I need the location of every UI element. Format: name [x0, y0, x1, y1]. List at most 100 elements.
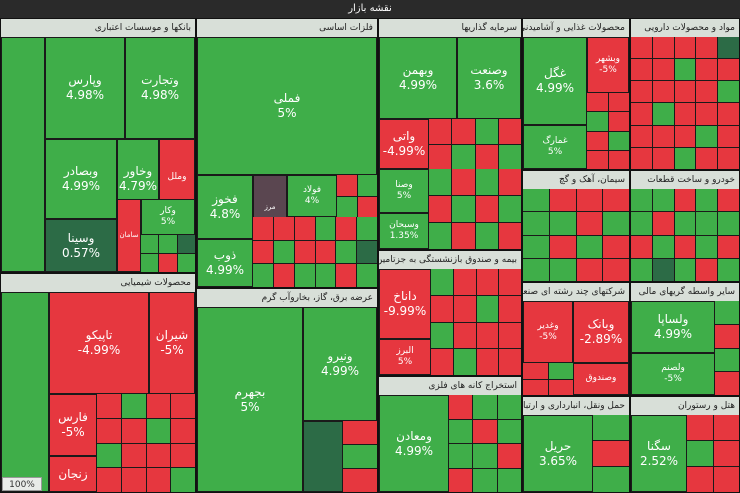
tile-vesanat[interactable]: وصنعت 3.6% [457, 37, 521, 119]
tile-zanjan[interactable]: زنجان [49, 456, 97, 492]
small-tiles-mosaic[interactable] [523, 189, 629, 281]
small-tiles-mosaic[interactable] [631, 189, 739, 281]
tile-vetejarat[interactable]: وتجارت 4.98% [125, 37, 195, 139]
tile-change: 4.99% [205, 263, 245, 277]
tile-vesina2[interactable]: وصنا 5% [379, 169, 429, 213]
sector-title: استخراج کانه های فلزی [379, 377, 521, 395]
small-tiles-mosaic[interactable] [97, 394, 195, 492]
tile-veghadir[interactable]: وغدیر -5% [523, 301, 573, 363]
tile-change: 5% [160, 217, 176, 227]
tile-change: 5% [277, 106, 297, 120]
tile-name: غگل [544, 66, 566, 80]
small-tiles-mosaic[interactable] [687, 415, 739, 492]
sector-mining[interactable]: استخراج کانه های فلزی ومعادن 4.99% [378, 376, 522, 493]
tile-sagna[interactable]: سگنا 2.52% [631, 415, 687, 492]
tile-vebehman[interactable]: وبهمن 4.99% [379, 37, 457, 119]
sector-title: سیمان، آهک و گچ [523, 171, 629, 189]
tile-danakh[interactable]: داناخ -9.99% [379, 269, 431, 339]
tile-change: -5% [61, 425, 85, 439]
small-tiles-mosaic[interactable] [449, 395, 521, 492]
sector-financial[interactable]: سایر واسطه گریهای مالی ولساپا 4.99% ولصن… [630, 282, 740, 396]
sector-insurance[interactable]: بیمه و صندوق بازنشستگی به جزتامین داناخ … [378, 250, 522, 376]
tile-vesbahan[interactable]: وسبحان 1.35% [379, 213, 429, 249]
tile-chem-left[interactable] [1, 292, 49, 492]
tile-name: ومعادن [396, 428, 432, 443]
small-tiles-mosaic[interactable] [631, 37, 739, 169]
small-tiles-mosaic[interactable] [429, 119, 521, 169]
sector-utilities[interactable]: عرضه برق، گاز، بخاروآب گرم بجهرم 5% ونیر… [196, 288, 378, 493]
tile-taipiko[interactable]: تاپیکو -4.99% [49, 292, 149, 394]
tile-ghegol[interactable]: غگل 4.99% [523, 37, 587, 125]
tile-change: 4.99% [653, 327, 693, 341]
tile-util-small[interactable] [303, 421, 343, 492]
small-tiles-mosaic[interactable] [343, 421, 377, 492]
tile-name: وسینا [67, 230, 95, 245]
tile-change: 4.98% [140, 88, 180, 102]
tile-saman[interactable]: سامان [117, 199, 141, 272]
sector-title: سرمایه گذاریها [379, 19, 521, 37]
tile-change: 5% [547, 147, 563, 157]
tile-vesandog[interactable]: وصندوق [573, 363, 629, 395]
tile-change: -5% [160, 343, 184, 357]
tile-change: 3.65% [538, 453, 578, 468]
sector-title: محصولات شیمیایی [1, 274, 195, 292]
tile-change: -4.99% [77, 343, 121, 357]
tile-change: 4.98% [65, 88, 105, 102]
tile-vekar[interactable]: وکار 5% [141, 199, 195, 235]
sector-basic-metals[interactable]: فلزات اساسی فملی 5% فخوز 4.8% مرز فولاد … [196, 18, 378, 288]
tile-fars[interactable]: فارس -5% [49, 394, 97, 456]
sector-pharma[interactable]: مواد و محصولات دارویی [630, 18, 740, 170]
tile-fulad[interactable]: فولاد 4% [287, 175, 337, 217]
small-tiles-mosaic[interactable] [593, 415, 629, 492]
tile-shiran[interactable]: شیران -5% [149, 292, 195, 394]
small-tiles-mosaic[interactable] [715, 301, 739, 395]
sector-transport[interactable]: حمل ونقل، انبارداری و ارتباطات حریل 3.65… [522, 396, 630, 493]
tile-name: وخاور [123, 164, 153, 178]
small-tiles-mosaic[interactable] [587, 93, 629, 169]
tile-vebank[interactable]: وبانک -2.89% [573, 301, 629, 363]
tile-vebsader[interactable]: وبصادر 4.99% [45, 139, 117, 219]
tile-vesina[interactable]: وسینا 0.57% [45, 219, 117, 272]
tile-fakhoz[interactable]: فخوز 4.8% [197, 175, 253, 239]
tile-change: -5% [664, 374, 682, 384]
tile-change: -5% [539, 332, 557, 342]
tile-name: وبهمن [402, 63, 434, 77]
tile-name: شیران [155, 328, 189, 342]
sector-title: شرکتهای چند رشته ای صنعتی [523, 283, 629, 301]
small-tiles-mosaic[interactable] [429, 169, 521, 249]
tile-vebshahr[interactable]: وبشهر -5% [587, 37, 629, 93]
tile-heril[interactable]: حریل 3.65% [523, 415, 593, 492]
tile-velisa[interactable]: ولساپا 4.99% [631, 301, 715, 353]
sector-investments[interactable]: سرمایه گذاریها وبهمن 4.99% وصنعت 3.6% وا… [378, 18, 522, 250]
tile-alborz[interactable]: البرز 5% [379, 339, 431, 375]
sector-hotels[interactable]: هتل و رستوران سگنا 2.52% [630, 396, 740, 493]
sector-food[interactable]: محصولات غذایی و آشامیدنی به غگل 4.99% وب… [522, 18, 630, 170]
tile-bjahrom[interactable]: بجهرم 5% [197, 307, 303, 492]
tile-vemaadan[interactable]: ومعادن 4.99% [379, 395, 449, 492]
sector-chemicals[interactable]: محصولات شیمیایی تاپیکو -4.99% شیران -5% … [0, 273, 196, 493]
sector-banks[interactable]: بانکها و موسسات اعتباری وپارس 4.98% وتجا… [0, 18, 196, 273]
small-tiles-mosaic[interactable] [431, 269, 521, 375]
tile-venirou[interactable]: ونیرو 4.99% [303, 307, 377, 421]
small-tiles-mosaic[interactable] [141, 235, 195, 272]
tile-vepars[interactable]: وپارس 4.98% [45, 37, 125, 139]
sector-multi[interactable]: شرکتهای چند رشته ای صنعتی وبانک -2.89% و… [522, 282, 630, 396]
tile-change: 5% [397, 357, 413, 367]
zoom-level[interactable]: 100% [2, 477, 42, 491]
sector-auto[interactable]: خودرو و ساخت قطعات [630, 170, 740, 282]
tile-vati[interactable]: واتی -4.99% [379, 119, 429, 169]
small-tiles-mosaic[interactable] [337, 175, 377, 217]
sector-title: عرضه برق، گاز، بخاروآب گرم [197, 289, 377, 307]
small-tiles-mosaic[interactable] [523, 363, 573, 395]
tile-name: وصنعت [470, 63, 508, 77]
tile-velmaadan[interactable]: ولصنم -5% [631, 353, 715, 395]
sector-cement[interactable]: سیمان، آهک و گچ [522, 170, 630, 282]
tile-ghemarak[interactable]: غمارگ 5% [523, 125, 587, 169]
tile-name: وتجارت [141, 73, 179, 87]
tile-fameli[interactable]: فملی 5% [197, 37, 377, 175]
tile-bank-left[interactable] [1, 37, 45, 272]
tile-zob[interactable]: ذوب 4.99% [197, 239, 253, 287]
tile-change: -2.89% [579, 332, 623, 346]
small-tiles-mosaic[interactable] [253, 217, 377, 287]
tile-change: 4.99% [61, 179, 101, 193]
